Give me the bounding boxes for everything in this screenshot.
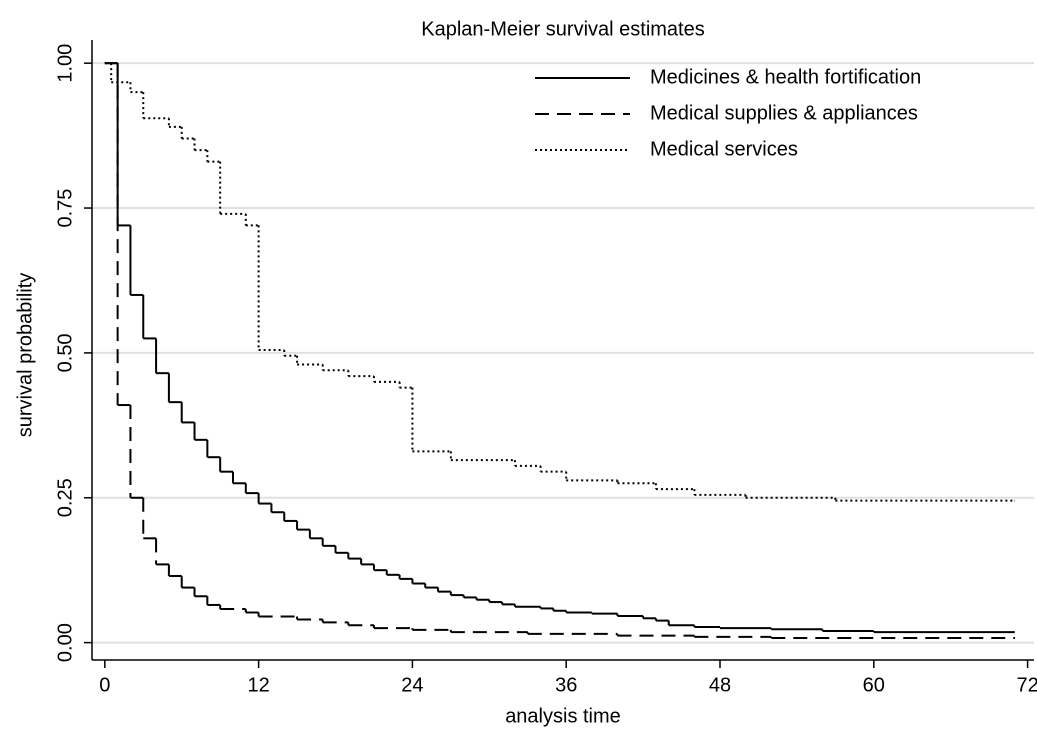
y-tick-label: 0.00 bbox=[54, 623, 76, 662]
x-tick-label: 24 bbox=[401, 674, 423, 696]
x-tick-label: 72 bbox=[1016, 674, 1037, 696]
chart-title: Kaplan-Meier survival estimates bbox=[421, 18, 704, 40]
x-axis-label: analysis time bbox=[505, 705, 621, 727]
x-tick-label: 0 bbox=[99, 674, 110, 696]
y-tick-label: 0.50 bbox=[54, 333, 76, 372]
legend-label: Medical supplies & appliances bbox=[650, 102, 918, 124]
x-tick-label: 36 bbox=[555, 674, 577, 696]
legend-label: Medical services bbox=[650, 138, 798, 160]
x-tick-label: 12 bbox=[247, 674, 269, 696]
y-tick-label: 0.75 bbox=[54, 189, 76, 228]
x-tick-label: 48 bbox=[709, 674, 731, 696]
y-tick-label: 0.25 bbox=[54, 478, 76, 517]
y-tick-label: 1.00 bbox=[54, 44, 76, 83]
x-tick-label: 60 bbox=[863, 674, 885, 696]
legend-label: Medicines & health fortification bbox=[650, 66, 921, 88]
y-axis-label: survival probability bbox=[14, 273, 36, 438]
